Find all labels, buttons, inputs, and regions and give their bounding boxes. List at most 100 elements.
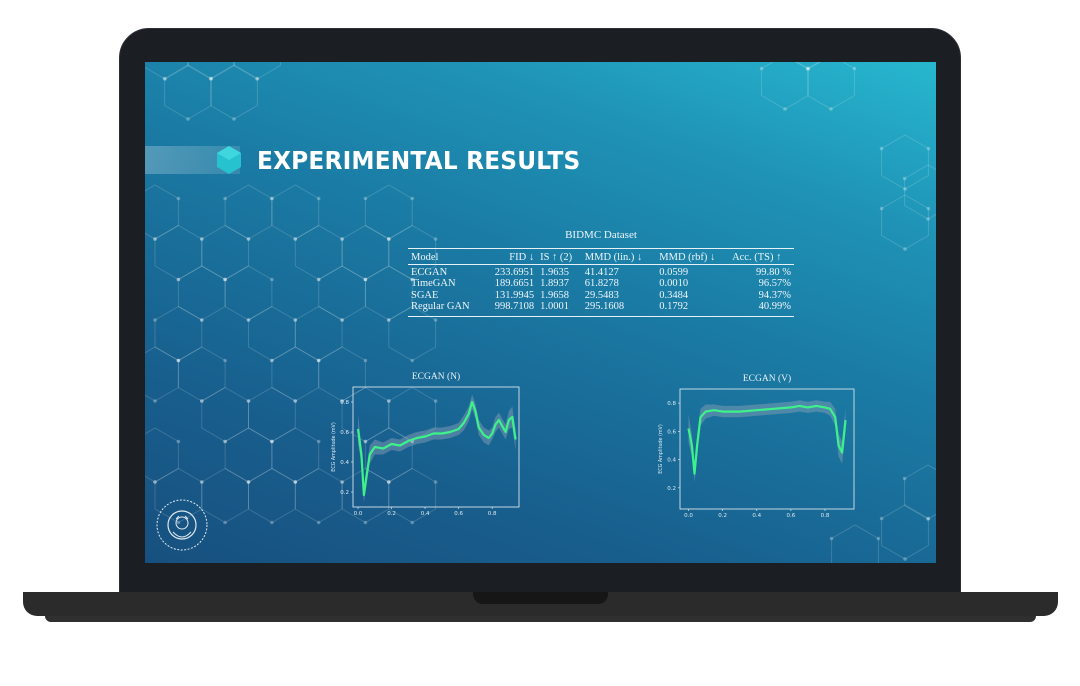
slide-screen: EXPERIMENTAL RESULTS BIDMC Dataset Model… [145,62,936,563]
pattern-hexagon [201,224,249,281]
pattern-node [176,196,181,201]
pattern-node [176,520,181,525]
pattern-hexagon [318,346,366,402]
pattern-node [387,237,391,241]
pattern-node [270,358,274,363]
pattern-node [363,358,368,363]
x-tick-label: 0.2 [718,513,727,519]
pattern-node [805,66,810,71]
pattern-hexagon [224,184,273,240]
pattern-node [410,520,415,525]
pattern-node [340,480,344,484]
pattern-hexagon [341,224,390,281]
table-cell: 40.99% [758,301,791,313]
confidence-band [688,400,846,483]
university-seal-icon [156,499,208,551]
pattern-node [903,187,907,191]
y-tick-label: 0.6 [667,429,676,435]
pattern-node [387,399,391,403]
table-cell: 99.80 % [756,267,791,278]
pattern-hexagon [154,467,203,524]
pattern-hexagon [388,305,437,362]
pattern-hexagon [761,62,809,110]
pattern-node [387,480,391,484]
pattern-node [176,358,181,363]
pattern-hexagon [271,427,320,483]
pattern-node [926,217,930,221]
pattern-node [387,480,391,484]
pattern-node [902,176,907,181]
pattern-node [223,196,227,201]
table-cell: SGAE [411,289,439,301]
pattern-node [246,399,251,403]
table-cell: 1.8937 [540,278,569,290]
pattern-node [200,237,204,241]
pattern-node [410,358,415,363]
table-caption: BIDMC Dataset [565,229,637,241]
table-cell: 96.57% [758,278,791,290]
pattern-node [433,480,438,484]
pattern-hexagon [318,265,366,321]
pattern-node [270,358,274,363]
table-cell: 189.6651 [494,278,535,290]
pattern-node [153,237,157,241]
chart-title: ECGAN (V) [743,373,791,384]
pattern-hexagon [364,427,413,483]
pattern-node [176,358,181,363]
table-cell: Regular GAN [411,301,470,313]
pattern-node [387,237,391,241]
table-cell: 1.0001 [540,301,569,313]
pattern-hexagon [248,467,296,524]
column-header: IS ↑ (2) [537,248,582,265]
pattern-hexagon [177,346,226,402]
pattern-node [316,358,321,363]
pattern-hexagon [364,265,413,321]
laptop-notch [473,592,608,604]
table-header-row: Model FID ↓ IS ↑ (2) MMD (lin.) ↓ MMD (r… [408,248,794,265]
y-tick-label: 0.4 [340,460,349,466]
y-tick-label: 0.2 [667,486,676,492]
pattern-node [410,196,415,201]
table-cell: 233.6951 [494,267,535,278]
pattern-node [270,439,274,444]
pattern-node [340,399,344,403]
pattern-node [387,480,391,484]
table-cell: 29.5483 [584,289,619,301]
pattern-node [293,480,298,484]
pattern-node [293,399,298,403]
pattern-hexagon [388,386,437,443]
table-cell: 0.3484 [659,289,689,301]
pattern-node [903,247,907,251]
pattern-node [316,277,321,282]
pattern-node [852,66,857,71]
pattern-hexagon [271,184,320,240]
pattern-node [293,237,298,241]
pattern-node [340,318,344,322]
pattern-hexagon [145,427,179,483]
pattern-node [316,439,321,444]
pattern-hexagon [904,464,936,520]
pattern-hexagon [210,64,258,120]
pattern-node [176,439,181,444]
pattern-node [363,277,368,282]
pattern-hexagon [341,386,390,443]
pattern-node [363,277,368,282]
pattern-node [223,277,227,282]
chart-frame [679,388,855,510]
y-tick-label: 0.6 [340,430,349,436]
pattern-hexagon [364,184,413,240]
pattern-node [270,196,274,201]
pattern-hexagon [831,524,879,563]
pattern-node [153,237,157,241]
series-line [687,404,847,475]
column-header: Model [408,248,484,265]
chart-frame [352,386,520,508]
table-cell: 295.1608 [584,301,625,313]
pattern-node [316,520,321,525]
pattern-hexagon [388,467,437,524]
pattern-hexagon [248,305,296,362]
pattern-hexagon [145,346,179,402]
pattern-node [363,439,368,444]
pattern-node [223,277,227,282]
pattern-node [876,536,881,541]
